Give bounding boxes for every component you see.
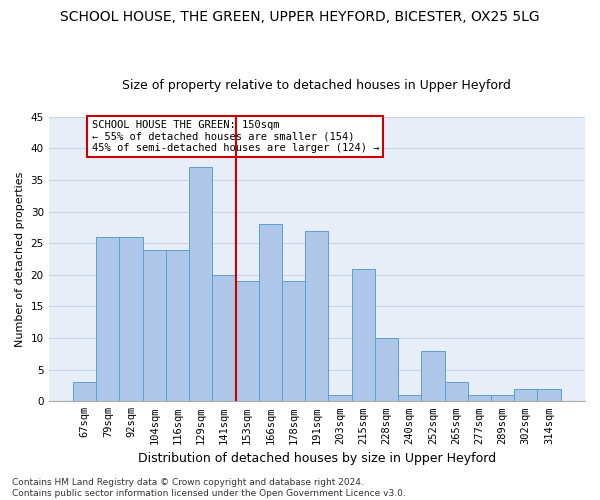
Bar [445, 382, 468, 402]
Bar [491, 395, 514, 402]
Bar [538, 388, 560, 402]
Bar [236, 281, 259, 402]
Bar [96, 237, 119, 402]
Text: Contains HM Land Registry data © Crown copyright and database right 2024.
Contai: Contains HM Land Registry data © Crown c… [12, 478, 406, 498]
Bar [421, 350, 445, 402]
Bar [189, 168, 212, 402]
Bar [119, 237, 143, 402]
Title: Size of property relative to detached houses in Upper Heyford: Size of property relative to detached ho… [122, 79, 511, 92]
Bar [282, 281, 305, 402]
Bar [468, 395, 491, 402]
Bar [143, 250, 166, 402]
Bar [212, 275, 236, 402]
Bar [352, 268, 375, 402]
Bar [398, 395, 421, 402]
Bar [259, 224, 282, 402]
Text: SCHOOL HOUSE, THE GREEN, UPPER HEYFORD, BICESTER, OX25 5LG: SCHOOL HOUSE, THE GREEN, UPPER HEYFORD, … [60, 10, 540, 24]
Bar [305, 230, 328, 402]
Bar [514, 388, 538, 402]
X-axis label: Distribution of detached houses by size in Upper Heyford: Distribution of detached houses by size … [138, 452, 496, 465]
Text: SCHOOL HOUSE THE GREEN: 150sqm
← 55% of detached houses are smaller (154)
45% of: SCHOOL HOUSE THE GREEN: 150sqm ← 55% of … [92, 120, 379, 153]
Bar [375, 338, 398, 402]
Bar [73, 382, 96, 402]
Y-axis label: Number of detached properties: Number of detached properties [15, 172, 25, 346]
Bar [328, 395, 352, 402]
Bar [166, 250, 189, 402]
